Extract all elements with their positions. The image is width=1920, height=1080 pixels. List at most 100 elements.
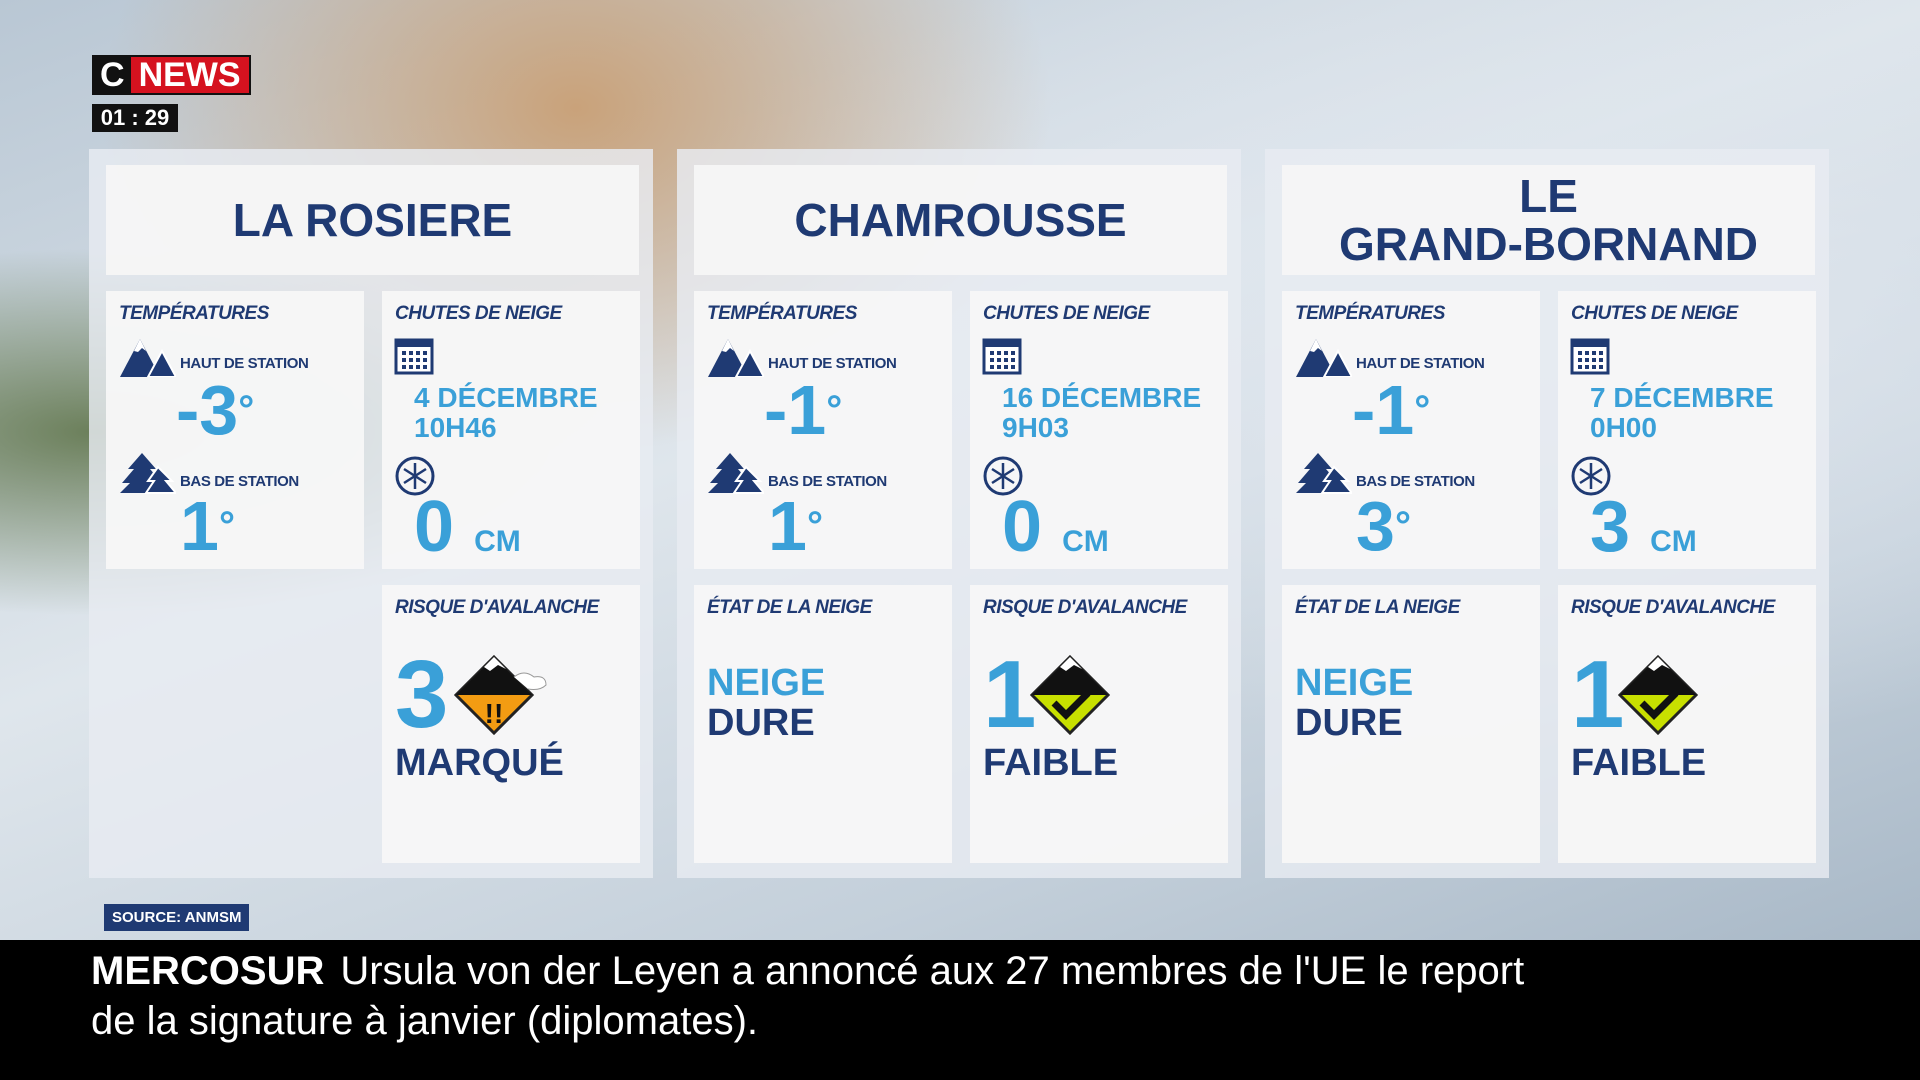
- station-name: CHAMROUSSE: [694, 165, 1227, 275]
- degree: °: [806, 504, 823, 548]
- mountain-icon: [120, 335, 178, 382]
- snow-state-label: ÉTAT DE LA NEIGE: [707, 597, 872, 618]
- degree: °: [1394, 504, 1411, 548]
- risk-level: 3: [395, 641, 449, 748]
- top-temperature: -3°: [176, 375, 254, 445]
- station-panel: LA ROSIERE TEMPÉRATURES HAUT DE STATION …: [89, 149, 653, 878]
- bottom-temperature: 3°: [1356, 491, 1411, 561]
- degree: °: [218, 504, 235, 548]
- degree: °: [238, 388, 255, 432]
- top-temperature-value: -3: [176, 371, 239, 449]
- date: 16 DÉCEMBRE: [1002, 382, 1202, 413]
- unit: CM: [1062, 525, 1109, 558]
- degree: °: [826, 388, 843, 432]
- snowfall-label: CHUTES DE NEIGE: [983, 303, 1150, 324]
- snow-value: 3: [1590, 487, 1631, 567]
- snowfall-label: CHUTES DE NEIGE: [395, 303, 562, 324]
- avalanche-risk-card: RISQUE D'AVALANCHE 3 !! MARQUÉ: [382, 585, 640, 863]
- bottom-temperature: 1°: [768, 491, 823, 561]
- avalanche-risk-3-icon: !!: [453, 654, 554, 740]
- snowfall-date: 7 DÉCEMBRE 0H00: [1590, 383, 1774, 443]
- tree-icon: [708, 453, 767, 500]
- temperatures-card: TEMPÉRATURES HAUT DE STATION -3° BAS DE …: [106, 291, 364, 569]
- logo-c: C: [94, 57, 131, 93]
- calendar-icon: [982, 335, 1022, 380]
- snow-state-label: ÉTAT DE LA NEIGE: [1295, 597, 1460, 618]
- snowfall-amount: 0 CM: [414, 491, 521, 578]
- bottom-station-label: BAS DE STATION: [1356, 473, 1475, 490]
- temperatures-label: TEMPÉRATURES: [119, 303, 269, 324]
- avalanche-risk-label: RISQUE D'AVALANCHE: [983, 597, 1187, 618]
- snowfall-amount: 0 CM: [1002, 491, 1109, 578]
- news-ticker: MERCOSUR Ursula von der Leyen a annoncé a…: [0, 940, 1920, 1080]
- top-station-label: HAUT DE STATION: [1356, 355, 1485, 372]
- top-temperature-value: -1: [764, 371, 827, 449]
- temperatures-label: TEMPÉRATURES: [1295, 303, 1445, 324]
- snowfall-card: CHUTES DE NEIGE 16 DÉCEMBRE 9H03 0 CM: [970, 291, 1228, 569]
- bottom-station-label: BAS DE STATION: [768, 473, 887, 490]
- risk-level: 1: [983, 641, 1037, 748]
- temperatures-card: TEMPÉRATURES HAUT DE STATION -1° BAS DE …: [694, 291, 952, 569]
- mountain-icon: [1296, 335, 1354, 382]
- bottom-temperature-value: 1: [180, 487, 219, 565]
- time: 10H46: [414, 412, 497, 443]
- snow-value: 0: [414, 487, 455, 567]
- ticker-headline: Ursula von der Leyen a annoncé aux 27 me…: [91, 949, 1525, 1043]
- date: 7 DÉCEMBRE: [1590, 382, 1774, 413]
- station-panel: LE GRAND-BORNAND TEMPÉRATURES HAUT DE ST…: [1265, 149, 1829, 878]
- bottom-temperature: 1°: [180, 491, 235, 561]
- time: 0H00: [1590, 412, 1657, 443]
- snow-value: 0: [1002, 487, 1043, 567]
- ticker-text: MERCOSUR Ursula von der Leyen a annoncé a…: [91, 946, 1531, 1046]
- snow-state: NEIGE DURE: [1295, 663, 1413, 743]
- ticker-topic: MERCOSUR: [91, 949, 325, 993]
- avalanche-risk-label: RISQUE D'AVALANCHE: [1571, 597, 1775, 618]
- risk-label: MARQUÉ: [395, 742, 564, 784]
- avalanche-risk-1-icon: [1617, 654, 1702, 740]
- avalanche-risk-card: RISQUE D'AVALANCHE 1 FAIBLE: [970, 585, 1228, 863]
- snow-state-line: DURE: [707, 702, 815, 744]
- snowflake-icon: [982, 455, 1024, 502]
- snowflake-icon: [1570, 455, 1612, 502]
- snow-state: NEIGE DURE: [707, 663, 825, 743]
- degree: °: [1414, 388, 1431, 432]
- bottom-temperature-value: 3: [1356, 487, 1395, 565]
- station-name: LA ROSIERE: [106, 165, 639, 275]
- source-tag: SOURCE: ANMSM: [104, 904, 250, 931]
- avalanche-risk-label: RISQUE D'AVALANCHE: [395, 597, 599, 618]
- calendar-icon: [1570, 335, 1610, 380]
- top-station-label: HAUT DE STATION: [768, 355, 897, 372]
- cnews-logo: C NEWS: [92, 55, 251, 95]
- top-temperature: -1°: [1352, 375, 1430, 445]
- snowfall-date: 16 DÉCEMBRE 9H03: [1002, 383, 1201, 443]
- timer: 01 : 29: [92, 104, 178, 132]
- snowfall-amount: 3 CM: [1590, 491, 1697, 578]
- risk-label: FAIBLE: [983, 742, 1119, 784]
- snowfall-card: CHUTES DE NEIGE 7 DÉCEMBRE 0H00 3 CM: [1558, 291, 1816, 569]
- time: 9H03: [1002, 412, 1069, 443]
- date: 4 DÉCEMBRE: [414, 382, 598, 413]
- risk-level: 1: [1571, 641, 1625, 748]
- calendar-icon: [394, 335, 434, 380]
- logo-news: NEWS: [130, 57, 249, 93]
- avalanche-risk-card: RISQUE D'AVALANCHE 1 FAIBLE: [1558, 585, 1816, 863]
- snow-state-line: NEIGE: [707, 662, 826, 704]
- tree-icon: [120, 453, 179, 500]
- snow-state-line: NEIGE: [1295, 662, 1414, 704]
- snow-state-card: ÉTAT DE LA NEIGE NEIGE DURE: [1282, 585, 1540, 863]
- unit: CM: [474, 525, 521, 558]
- top-station-label: HAUT DE STATION: [180, 355, 309, 372]
- snowfall-card: CHUTES DE NEIGE 4 DÉCEMBRE 10H46 0 CM: [382, 291, 640, 569]
- snow-state-card: ÉTAT DE LA NEIGE NEIGE DURE: [694, 585, 952, 863]
- snowfall-date: 4 DÉCEMBRE 10H46: [414, 383, 598, 443]
- temperatures-card: TEMPÉRATURES HAUT DE STATION -1° BAS DE …: [1282, 291, 1540, 569]
- snowfall-label: CHUTES DE NEIGE: [1571, 303, 1738, 324]
- svg-text:!!: !!: [485, 698, 504, 729]
- top-temperature: -1°: [764, 375, 842, 445]
- snow-state-line: DURE: [1295, 702, 1403, 744]
- risk-label: FAIBLE: [1571, 742, 1707, 784]
- temperatures-label: TEMPÉRATURES: [707, 303, 857, 324]
- unit: CM: [1650, 525, 1697, 558]
- bottom-temperature-value: 1: [768, 487, 807, 565]
- top-temperature-value: -1: [1352, 371, 1415, 449]
